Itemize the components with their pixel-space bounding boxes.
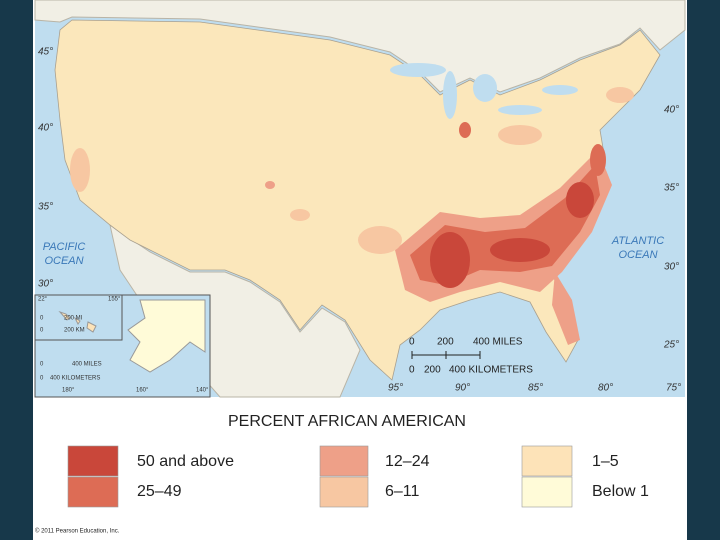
canada [34, 0, 686, 93]
scale-label: 200 [437, 337, 454, 348]
legend-label: 25–49 [137, 483, 182, 500]
latitude-label: 35° [664, 183, 679, 194]
shading [70, 87, 634, 345]
scale-label: 400 KILOMETERS [449, 365, 533, 376]
legend-swatch [521, 445, 573, 477]
region-6-11 [290, 209, 310, 221]
legend-label: 12–24 [385, 453, 430, 470]
latitude-label: 30° [664, 262, 679, 273]
legend-swatch [319, 445, 369, 477]
legend: PERCENT AFRICAN AMERICAN 50 and above 25… [67, 413, 649, 508]
latitude-label: 25° [663, 340, 679, 351]
inset-label: 200 KM [64, 328, 85, 334]
inset-label: 160° [136, 388, 149, 394]
region-6-11 [606, 87, 634, 103]
legend-label: 6–11 [385, 483, 420, 500]
scale-label: 400 MILES [473, 337, 523, 348]
region-6-11 [498, 125, 542, 145]
lake [498, 105, 542, 115]
inset-label: 22° [38, 297, 48, 303]
region-50 [430, 232, 470, 288]
inset-label: 200 MI [64, 316, 83, 322]
lake [542, 85, 578, 95]
scale-bar: 0 200 400 MILES 0 200 400 KILOMETERS [409, 337, 533, 376]
lake [390, 63, 446, 77]
region-50 [490, 238, 550, 262]
ocean-label: PACIFIC [43, 241, 86, 253]
legend-label: 50 and above [137, 453, 234, 470]
ocean-label: OCEAN [44, 255, 83, 267]
inset-label: 0 [40, 316, 44, 322]
region-12-24 [265, 181, 275, 189]
legend-label: Below 1 [592, 483, 649, 500]
alaska [127, 299, 206, 373]
region-12-24 [552, 272, 580, 345]
region-6-11 [70, 148, 90, 192]
ocean-label: ATLANTIC [611, 235, 664, 247]
latitude-label: 45° [38, 47, 53, 58]
longitude-label: 85° [528, 383, 543, 394]
legend-label: 1–5 [592, 453, 619, 470]
inset-label: 140° [196, 388, 209, 394]
inset-label: 400 KILOMETERS [50, 376, 100, 382]
scale-label: 200 [424, 365, 441, 376]
latitude-label: 30° [38, 279, 53, 290]
legend-swatch [319, 476, 369, 508]
copyright: © 2011 Pearson Education, Inc. [35, 528, 120, 535]
inset-label: 0 [40, 328, 44, 334]
scale-label: 0 [409, 365, 415, 376]
inset-label: 400 MILES [72, 362, 102, 368]
scale-label: 0 [409, 337, 415, 348]
legend-title: PERCENT AFRICAN AMERICAN [228, 413, 466, 430]
latitude-label: 40° [664, 105, 679, 116]
hawaii-inset [34, 294, 123, 341]
lake [473, 74, 497, 102]
hawaii [58, 310, 97, 333]
region-50 [566, 182, 594, 218]
latitude-label: 35° [38, 202, 53, 213]
latitude-label: 40° [38, 123, 53, 134]
great-lakes [390, 63, 578, 119]
region-25-49 [459, 122, 471, 138]
inset-label: 155° [108, 297, 121, 303]
lake [443, 71, 457, 119]
longitude-label: 75° [666, 383, 681, 394]
legend-swatch [67, 445, 119, 477]
region-6-11 [358, 226, 402, 254]
inset-label: 180° [62, 388, 75, 394]
map: 45° 40° 35° 30° 40° 35° 30° 25° 95° 90° … [34, 0, 686, 398]
longitude-label: 90° [455, 383, 470, 394]
legend-swatch [67, 476, 119, 508]
longitude-label: 80° [598, 383, 613, 394]
insets: 22° 155° 0 200 MI 0 200 KM 0 400 MILES 0… [34, 294, 211, 398]
inset-label: 0 [40, 376, 44, 382]
region-25-49 [590, 144, 606, 176]
ocean-label: OCEAN [618, 249, 657, 261]
legend-swatch [521, 476, 573, 508]
longitude-label: 95° [388, 383, 403, 394]
inset-label: 0 [40, 362, 44, 368]
